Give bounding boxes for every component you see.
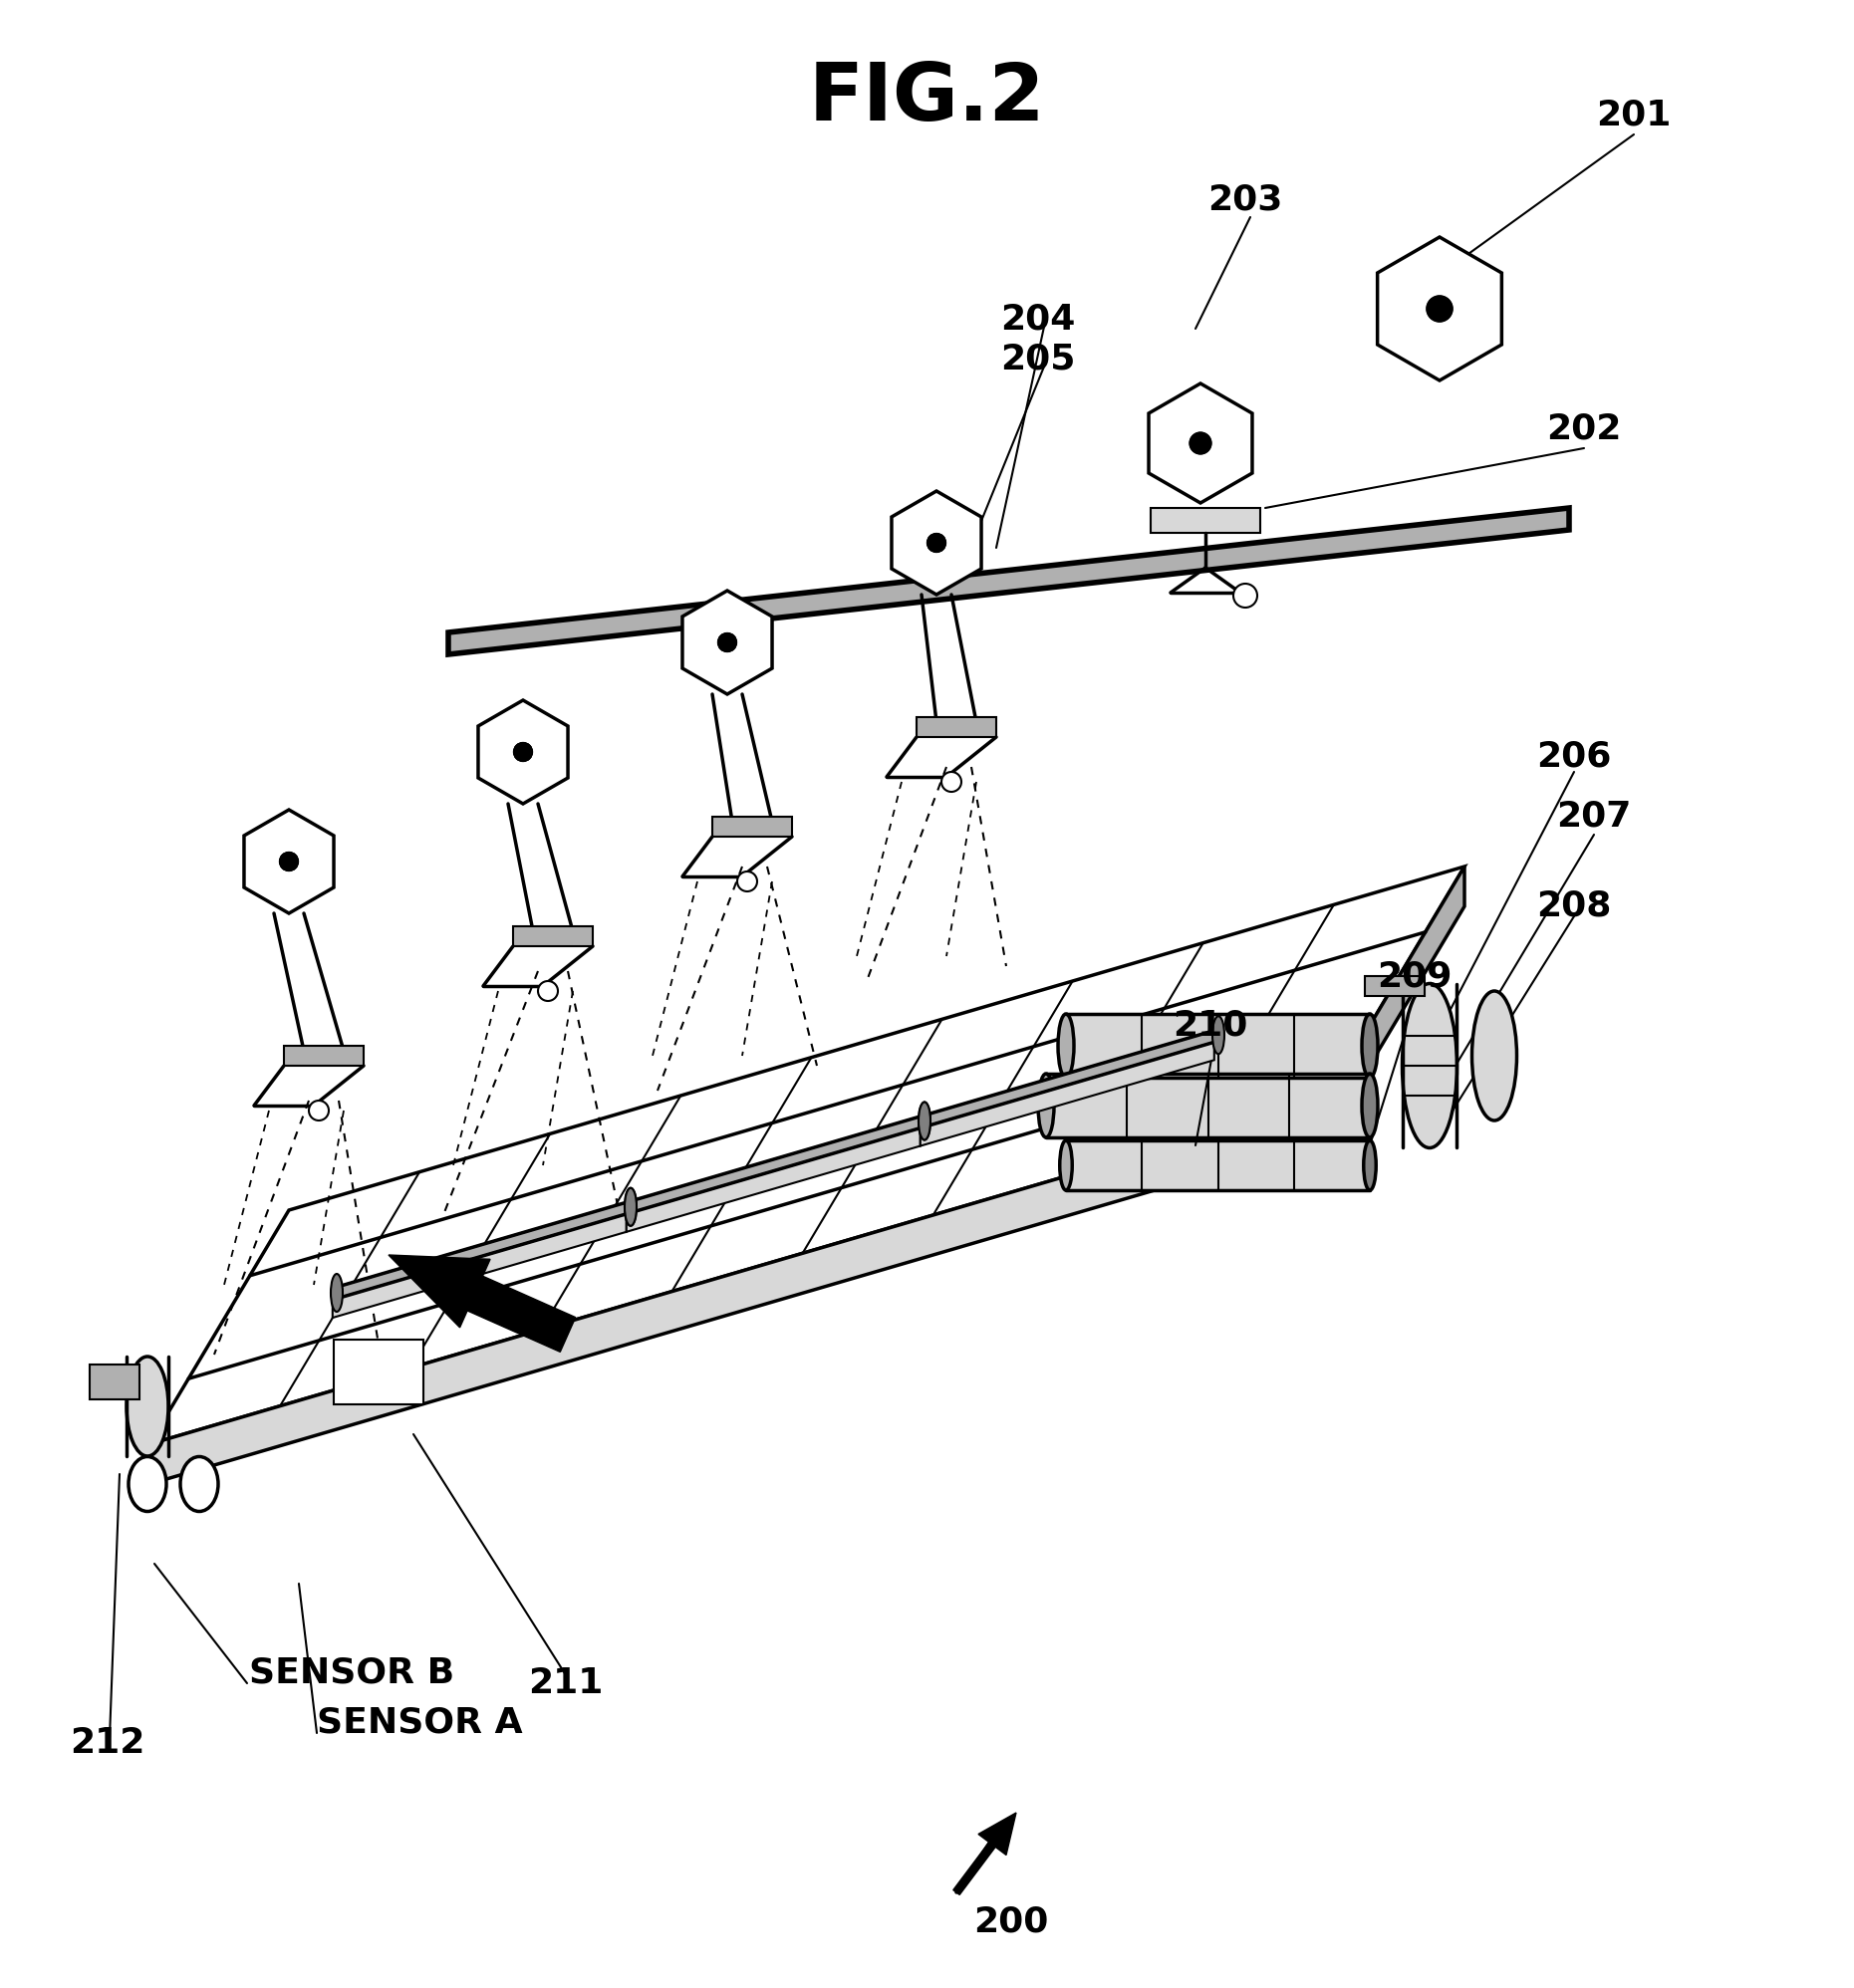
Polygon shape — [150, 867, 1465, 1443]
Ellipse shape — [126, 1356, 169, 1455]
Text: 201: 201 — [1596, 97, 1670, 131]
Polygon shape — [514, 926, 593, 946]
Polygon shape — [916, 718, 996, 738]
Ellipse shape — [1190, 433, 1211, 453]
Polygon shape — [1151, 509, 1261, 533]
Polygon shape — [1326, 867, 1465, 1141]
Polygon shape — [332, 1201, 634, 1300]
Ellipse shape — [1038, 1074, 1055, 1137]
FancyArrow shape — [389, 1254, 575, 1352]
Text: 207: 207 — [1557, 799, 1632, 833]
Polygon shape — [478, 700, 567, 803]
Circle shape — [1233, 584, 1257, 608]
Ellipse shape — [717, 634, 736, 652]
Ellipse shape — [180, 1457, 219, 1511]
Circle shape — [717, 632, 736, 652]
Polygon shape — [892, 491, 981, 594]
Text: 206: 206 — [1537, 740, 1611, 773]
Text: 210: 210 — [1174, 1010, 1248, 1044]
Text: 211: 211 — [528, 1666, 603, 1700]
Text: 204: 204 — [1001, 302, 1075, 336]
Bar — [334, 1340, 423, 1404]
Polygon shape — [1365, 976, 1424, 996]
Circle shape — [538, 980, 558, 1002]
Circle shape — [927, 533, 946, 553]
Ellipse shape — [1472, 990, 1517, 1121]
Polygon shape — [1378, 237, 1502, 380]
Polygon shape — [332, 1215, 627, 1318]
Ellipse shape — [1059, 1014, 1073, 1077]
Ellipse shape — [918, 1101, 931, 1139]
Ellipse shape — [128, 1457, 167, 1511]
Ellipse shape — [1402, 984, 1457, 1147]
Polygon shape — [1066, 1141, 1370, 1191]
Polygon shape — [627, 1113, 929, 1215]
Polygon shape — [682, 590, 771, 694]
Polygon shape — [284, 1046, 363, 1066]
Polygon shape — [712, 817, 792, 837]
Circle shape — [280, 853, 298, 871]
Ellipse shape — [330, 1274, 343, 1312]
Text: 200: 200 — [973, 1905, 1049, 1938]
Polygon shape — [920, 1028, 1222, 1127]
Text: 209: 209 — [1378, 958, 1452, 992]
Ellipse shape — [1363, 1141, 1376, 1191]
Text: 205: 205 — [1001, 342, 1075, 376]
Text: 202: 202 — [1546, 412, 1622, 445]
Text: FIG.2: FIG.2 — [808, 60, 1046, 137]
Circle shape — [514, 744, 532, 761]
Ellipse shape — [1428, 296, 1452, 322]
Ellipse shape — [1213, 1016, 1224, 1054]
Ellipse shape — [1363, 1014, 1378, 1077]
Ellipse shape — [625, 1189, 636, 1227]
Circle shape — [942, 771, 962, 791]
Bar — [89, 1364, 139, 1400]
Ellipse shape — [927, 533, 946, 553]
FancyArrow shape — [953, 1813, 1016, 1895]
Polygon shape — [920, 1042, 1214, 1145]
Text: 208: 208 — [1537, 889, 1611, 922]
Polygon shape — [1046, 1074, 1370, 1137]
Text: 203: 203 — [1207, 183, 1283, 217]
Ellipse shape — [514, 744, 532, 761]
Text: 212: 212 — [70, 1726, 145, 1759]
Ellipse shape — [625, 1189, 636, 1227]
Text: SENSOR B: SENSOR B — [248, 1656, 454, 1690]
Ellipse shape — [1060, 1141, 1072, 1191]
Polygon shape — [449, 509, 1568, 654]
Ellipse shape — [918, 1101, 931, 1139]
Text: SENSOR A: SENSOR A — [317, 1706, 523, 1740]
Circle shape — [1190, 433, 1211, 453]
Polygon shape — [1066, 1014, 1370, 1077]
Circle shape — [1428, 296, 1452, 322]
Polygon shape — [1149, 384, 1251, 503]
Circle shape — [738, 871, 756, 891]
Ellipse shape — [280, 853, 298, 871]
Polygon shape — [627, 1127, 920, 1233]
Polygon shape — [245, 809, 334, 912]
Polygon shape — [150, 1101, 1326, 1483]
Circle shape — [310, 1101, 328, 1121]
Ellipse shape — [1363, 1074, 1378, 1137]
